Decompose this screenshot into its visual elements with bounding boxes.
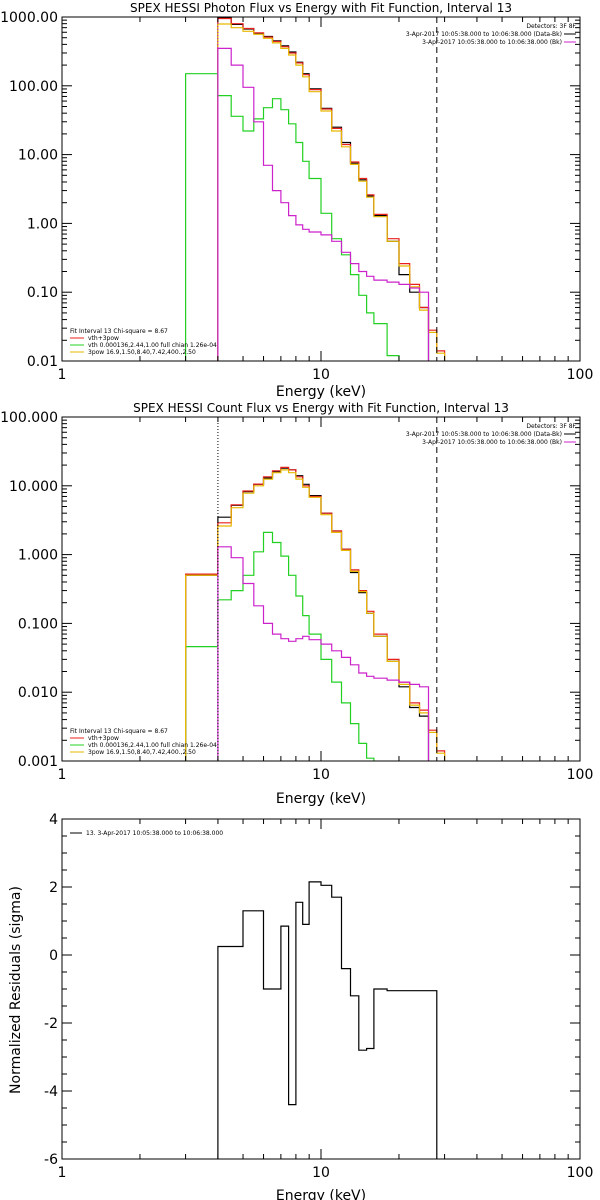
residuals-series [217, 881, 438, 1159]
y-tick-label: 1.00 [27, 216, 58, 232]
y-tick-label: 1000.00 [0, 10, 58, 26]
legend-total: vth+3pow [88, 735, 119, 742]
legend-bk: 3-Apr-2017 10:05:38.000 to 10:06:38.000 … [422, 39, 562, 46]
y-tick-label: -4 [44, 1084, 58, 1100]
y-tick-label: 100.000 [0, 410, 58, 426]
y-tick-label: 0 [49, 948, 58, 964]
y-tick-label: 4 [49, 812, 58, 828]
count-flux-title: SPEX HESSI Count Flux vs Energy with Fit… [133, 401, 509, 415]
y-tick-label: 0.10 [27, 285, 58, 301]
series-background-step [217, 47, 430, 361]
residuals-ylabel: Normalized Residuals (sigma) [8, 886, 24, 1094]
series-data-step [185, 467, 430, 761]
y-tick-label: 10.000 [9, 479, 58, 495]
photon-flux-title: SPEX HESSI Photon Flux vs Energy with Fi… [130, 1, 512, 15]
series-total-step [185, 466, 446, 761]
x-tick-label: 1 [58, 367, 67, 383]
photon-flux-xlabel: Energy (keV) [276, 384, 366, 400]
series-powerlaw-step [185, 469, 446, 761]
series-data-step [217, 17, 430, 361]
y-tick-label: -6 [44, 1152, 58, 1168]
x-tick-label: 1 [58, 767, 67, 783]
legend-thermal: vth 0.000136,2.44,1.00 full chian 1.26e-… [88, 742, 217, 749]
y-tick-label: 0.100 [18, 616, 58, 632]
residuals-legend: 13. 3-Apr-2017 10:05:38.000 to 10:06:38.… [70, 830, 223, 837]
count-flux-legend-bottom: Fit Interval 13 Chi-square = 8.67 vth+3p… [70, 728, 217, 756]
photon-flux-panel: SPEX HESSI Photon Flux vs Energy with Fi… [0, 1, 593, 400]
legend-detectors: Detectors: 3F 8F [526, 423, 576, 430]
y-tick-label: 1.000 [18, 548, 58, 564]
legend-powerlaw: 3pow 16.9,1.50,8.40,7.42,400.,2.50 [88, 749, 196, 756]
y-tick-label: 0.001 [18, 754, 58, 770]
count-flux-xlabel: Energy (keV) [276, 791, 366, 807]
count-flux-vlines [217, 417, 438, 761]
series-powerlaw-step [217, 23, 446, 361]
legend-powerlaw: 3pow 16.9,1.50,8.40,7.42,400.,2.50 [88, 349, 196, 356]
count-flux-panel: SPEX HESSI Count Flux vs Energy with Fit… [0, 401, 593, 807]
residuals-xlabel: Energy (keV) [276, 1188, 366, 1200]
legend-bk: 3-Apr-2017 10:05:38.000 to 10:06:38.000 … [422, 439, 562, 446]
photon-flux-ticks: 1 10 100 0.01 0.10 1.00 10.00 100.00 1000.00 [0, 10, 593, 383]
series-total-step [217, 17, 446, 361]
x-tick-label: 100 [567, 767, 594, 783]
photon-flux-legend-bottom: Fit Interval 13 Chi-square = 8.67 vth+3p… [70, 328, 217, 356]
x-tick-label: 10 [312, 1165, 330, 1181]
count-flux-ticks: 1 10 100 0.001 0.010 0.100 1.000 10.000 100.000 [0, 410, 593, 783]
y-tick-label: 2 [49, 880, 58, 896]
legend-fit-interval: Fit Interval 13 Chi-square = 8.67 [70, 328, 168, 335]
x-tick-label: 100 [567, 367, 594, 383]
legend-detectors: Detectors: 3F 8F [526, 23, 576, 30]
legend-thermal: vth 0.000136,2.44,1.00 full chian 1.26e-… [88, 342, 217, 349]
series-thermal-step [185, 73, 400, 361]
x-tick-label: 10 [312, 367, 330, 383]
x-tick-label: 100 [567, 1165, 594, 1181]
series-background-step [217, 546, 430, 761]
legend-data-minus-bk: 3-Apr-2017 10:05:38.000 to 10:06:38.000 … [406, 31, 562, 38]
photon-flux-vlines [217, 17, 438, 361]
x-tick-label: 1 [58, 1165, 67, 1181]
x-tick-label: 10 [312, 767, 330, 783]
y-tick-label: 10.00 [18, 148, 58, 164]
photon-flux-legend-top: Detectors: 3F 8F 3-Apr-2017 10:05:38.000… [406, 23, 577, 46]
legend-data-minus-bk: 3-Apr-2017 10:05:38.000 to 10:06:38.000 … [406, 431, 562, 438]
residuals-panel: 1 10 100 -6 -4 -2 0 2 4 13. 3-Apr-2017 10:05:38.… [8, 812, 593, 1200]
count-flux-series [185, 466, 446, 761]
legend-total: vth+3pow [88, 335, 119, 342]
series-data-step [217, 881, 438, 1159]
residuals-plot-frame [61, 818, 581, 1160]
legend-fit-interval: Fit Interval 13 Chi-square = 8.67 [70, 728, 168, 735]
count-flux-plot-frame [61, 416, 581, 762]
residuals-ticks: 1 10 100 -6 -4 -2 0 2 4 [44, 812, 593, 1181]
series-thermal-step [185, 531, 375, 761]
y-tick-label: 100.00 [9, 79, 58, 95]
y-tick-label: 0.01 [27, 354, 58, 370]
photon-flux-series [185, 17, 446, 361]
count-flux-legend-top: Detectors: 3F 8F 3-Apr-2017 10:05:38.000… [406, 423, 577, 446]
y-tick-label: 0.010 [18, 685, 58, 701]
legend-residual-interval: 13. 3-Apr-2017 10:05:38.000 to 10:06:38.… [86, 830, 223, 837]
y-tick-label: -2 [44, 1016, 58, 1032]
